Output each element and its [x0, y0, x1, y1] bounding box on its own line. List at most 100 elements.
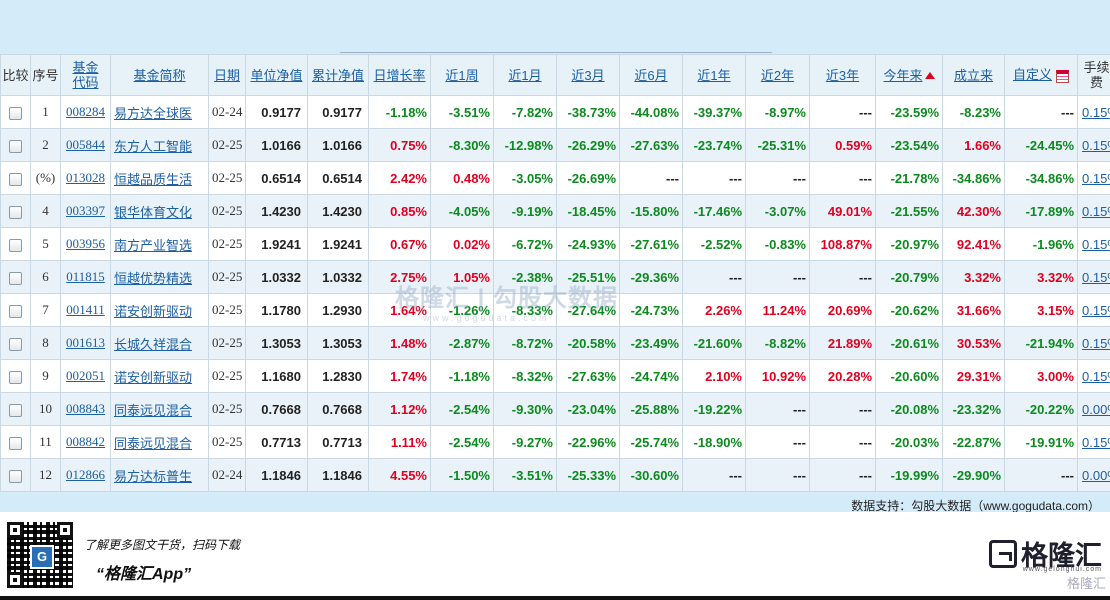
fund-name-link[interactable]: 银华体育文化 — [110, 194, 209, 228]
return-value: -3.51% — [493, 458, 557, 492]
table-row[interactable]: 9 002051 诺安创新驱动 02-25 1.1680 1.2830 1.74% -1.18… — [0, 359, 1110, 393]
fund-code-link[interactable]: 003397 — [60, 194, 111, 228]
compare-checkbox[interactable] — [9, 139, 22, 153]
table-row[interactable]: 7 001411 诺安创新驱动 02-25 1.1780 1.2930 1.64% -1.26… — [0, 293, 1110, 327]
compare-checkbox[interactable] — [9, 238, 22, 252]
table-row[interactable]: 11 008842 同泰远见混合 02-25 0.7713 0.7713 1.11% -2.5… — [0, 425, 1110, 459]
fee-rate-link[interactable]: 0.00% — [1077, 392, 1110, 426]
column-header[interactable]: 自定义 — [1004, 54, 1078, 96]
column-header[interactable]: 近6月 — [619, 54, 683, 96]
compare-checkbox[interactable] — [9, 403, 22, 417]
brand-logo[interactable]: 格隆汇 www.gelonghui.com — [989, 534, 1102, 573]
compare-checkbox[interactable] — [9, 337, 22, 351]
fund-name-link[interactable]: 东方人工智能 — [110, 128, 209, 162]
fund-code-link[interactable]: 012866 — [60, 458, 111, 492]
fee-rate-link[interactable]: 0.15% — [1077, 95, 1110, 129]
compare-checkbox[interactable] — [9, 370, 22, 384]
row-index: 12 — [30, 458, 61, 492]
fund-code-link[interactable]: 005844 — [60, 128, 111, 162]
fee-rate-link[interactable]: 0.15% — [1077, 293, 1110, 327]
fee-rate-link[interactable]: 0.15% — [1077, 128, 1110, 162]
compare-checkbox[interactable] — [9, 271, 22, 285]
column-header: 序号 — [30, 54, 61, 96]
fee-rate-link[interactable]: 0.15% — [1077, 161, 1110, 195]
column-header[interactable]: 近1月 — [493, 54, 557, 96]
row-index: 5 — [30, 227, 61, 261]
qr-code-icon[interactable]: G — [7, 522, 73, 588]
compare-checkbox[interactable] — [9, 436, 22, 450]
table-row[interactable]: 12 012866 易方达标普生 02-24 1.1846 1.1846 4.55% -1.5… — [0, 458, 1110, 492]
return-value: 4.55% — [368, 458, 431, 492]
fee-rate-link[interactable]: 0.15% — [1077, 227, 1110, 261]
table-row[interactable]: 8 001613 长城久祥混合 02-25 1.3053 1.3053 1.48% -2.87… — [0, 326, 1110, 360]
fee-rate-link[interactable]: 0.15% — [1077, 260, 1110, 294]
return-value: -26.69% — [556, 161, 620, 195]
column-header[interactable]: 基金简称 — [110, 54, 209, 96]
fund-code-link[interactable]: 008284 — [60, 95, 111, 129]
fund-name-link[interactable]: 恒越品质生活 — [110, 161, 209, 195]
return-value: -22.87% — [942, 425, 1005, 459]
fund-name-link[interactable]: 易方达标普生 — [110, 458, 209, 492]
fee-rate-link[interactable]: 0.15% — [1077, 326, 1110, 360]
promo-app-name: “格隆汇App” — [96, 566, 192, 583]
column-header[interactable]: 近3年 — [809, 54, 876, 96]
return-value: -18.45% — [556, 194, 620, 228]
column-header[interactable]: 累计净值 — [307, 54, 369, 96]
table-row[interactable]: 4 003397 银华体育文化 02-25 1.4230 1.4230 0.85% -4.05… — [0, 194, 1110, 228]
row-index: 10 — [30, 392, 61, 426]
table-row[interactable]: 10 008843 同泰远见混合 02-25 0.7668 0.7668 1.12% -2.5… — [0, 392, 1110, 426]
column-header[interactable]: 近1年 — [682, 54, 746, 96]
fund-name-link[interactable]: 长城久祥混合 — [110, 326, 209, 360]
compare-checkbox[interactable] — [9, 172, 22, 186]
fund-code-link[interactable]: 001411 — [60, 293, 111, 327]
unit-nav: 1.1846 — [245, 458, 308, 492]
return-value: 3.00% — [1004, 359, 1078, 393]
compare-checkbox[interactable] — [9, 304, 22, 318]
fund-code-link[interactable]: 013028 — [60, 161, 111, 195]
compare-checkbox[interactable] — [9, 469, 22, 483]
table-row[interactable]: 1 008284 易方达全球医 02-24 0.9177 0.9177 -1.18% -3.5… — [0, 95, 1110, 129]
fund-code-link[interactable]: 008843 — [60, 392, 111, 426]
fund-name-link[interactable]: 诺安创新驱动 — [110, 359, 209, 393]
column-header[interactable]: 日期 — [208, 54, 246, 96]
fund-code-link[interactable]: 002051 — [60, 359, 111, 393]
fund-name-link[interactable]: 同泰远见混合 — [110, 425, 209, 459]
table-row[interactable]: (%) 013028 恒越品质生活 02-25 0.6514 0.6514 2.42% 0.4… — [0, 161, 1110, 195]
calendar-icon[interactable] — [1056, 69, 1069, 83]
fund-name-link[interactable]: 恒越优势精选 — [110, 260, 209, 294]
column-header[interactable]: 近2年 — [745, 54, 810, 96]
fund-code-link[interactable]: 003956 — [60, 227, 111, 261]
compare-checkbox-cell — [0, 95, 31, 129]
column-header[interactable]: 近1周 — [430, 54, 494, 96]
fee-rate-link[interactable]: 0.15% — [1077, 194, 1110, 228]
table-row[interactable]: 2 005844 东方人工智能 02-25 1.0166 1.0166 0.75% -8.30… — [0, 128, 1110, 162]
table-row[interactable]: 5 003956 南方产业智选 02-25 1.9241 1.9241 0.67% 0.02%… — [0, 227, 1110, 261]
column-header[interactable]: 单位净值 — [245, 54, 308, 96]
fund-code-link[interactable]: 011815 — [60, 260, 111, 294]
column-header[interactable]: 日增长率 — [368, 54, 431, 96]
column-header[interactable]: 今年来 — [875, 54, 943, 96]
sort-up-icon[interactable] — [924, 71, 935, 79]
fund-name-link[interactable]: 易方达全球医 — [110, 95, 209, 129]
fund-name-link[interactable]: 诺安创新驱动 — [110, 293, 209, 327]
fee-rate-link[interactable]: 0.00% — [1077, 458, 1110, 492]
fund-code-link[interactable]: 001613 — [60, 326, 111, 360]
fund-code-link[interactable]: 008842 — [60, 425, 111, 459]
table-row[interactable]: 6 011815 恒越优势精选 02-25 1.0332 1.0332 2.75% 1.05%… — [0, 260, 1110, 294]
fee-rate-link[interactable]: 0.15% — [1077, 359, 1110, 393]
column-header[interactable]: 成立来 — [942, 54, 1005, 96]
unit-nav: 1.1780 — [245, 293, 308, 327]
return-value: -34.86% — [942, 161, 1005, 195]
return-value: -24.74% — [619, 359, 683, 393]
fee-rate-link[interactable]: 0.15% — [1077, 425, 1110, 459]
column-header[interactable]: 近3月 — [556, 54, 620, 96]
fund-name-link[interactable]: 同泰远见混合 — [110, 392, 209, 426]
column-header[interactable]: 基金代码 — [60, 54, 111, 96]
fund-name-link[interactable]: 南方产业智选 — [110, 227, 209, 261]
compare-checkbox[interactable] — [9, 106, 22, 120]
return-value: 30.53% — [942, 326, 1005, 360]
nav-date: 02-25 — [208, 128, 246, 162]
compare-checkbox[interactable] — [9, 205, 22, 219]
return-value: --- — [809, 458, 876, 492]
header-top-rule — [340, 52, 772, 53]
